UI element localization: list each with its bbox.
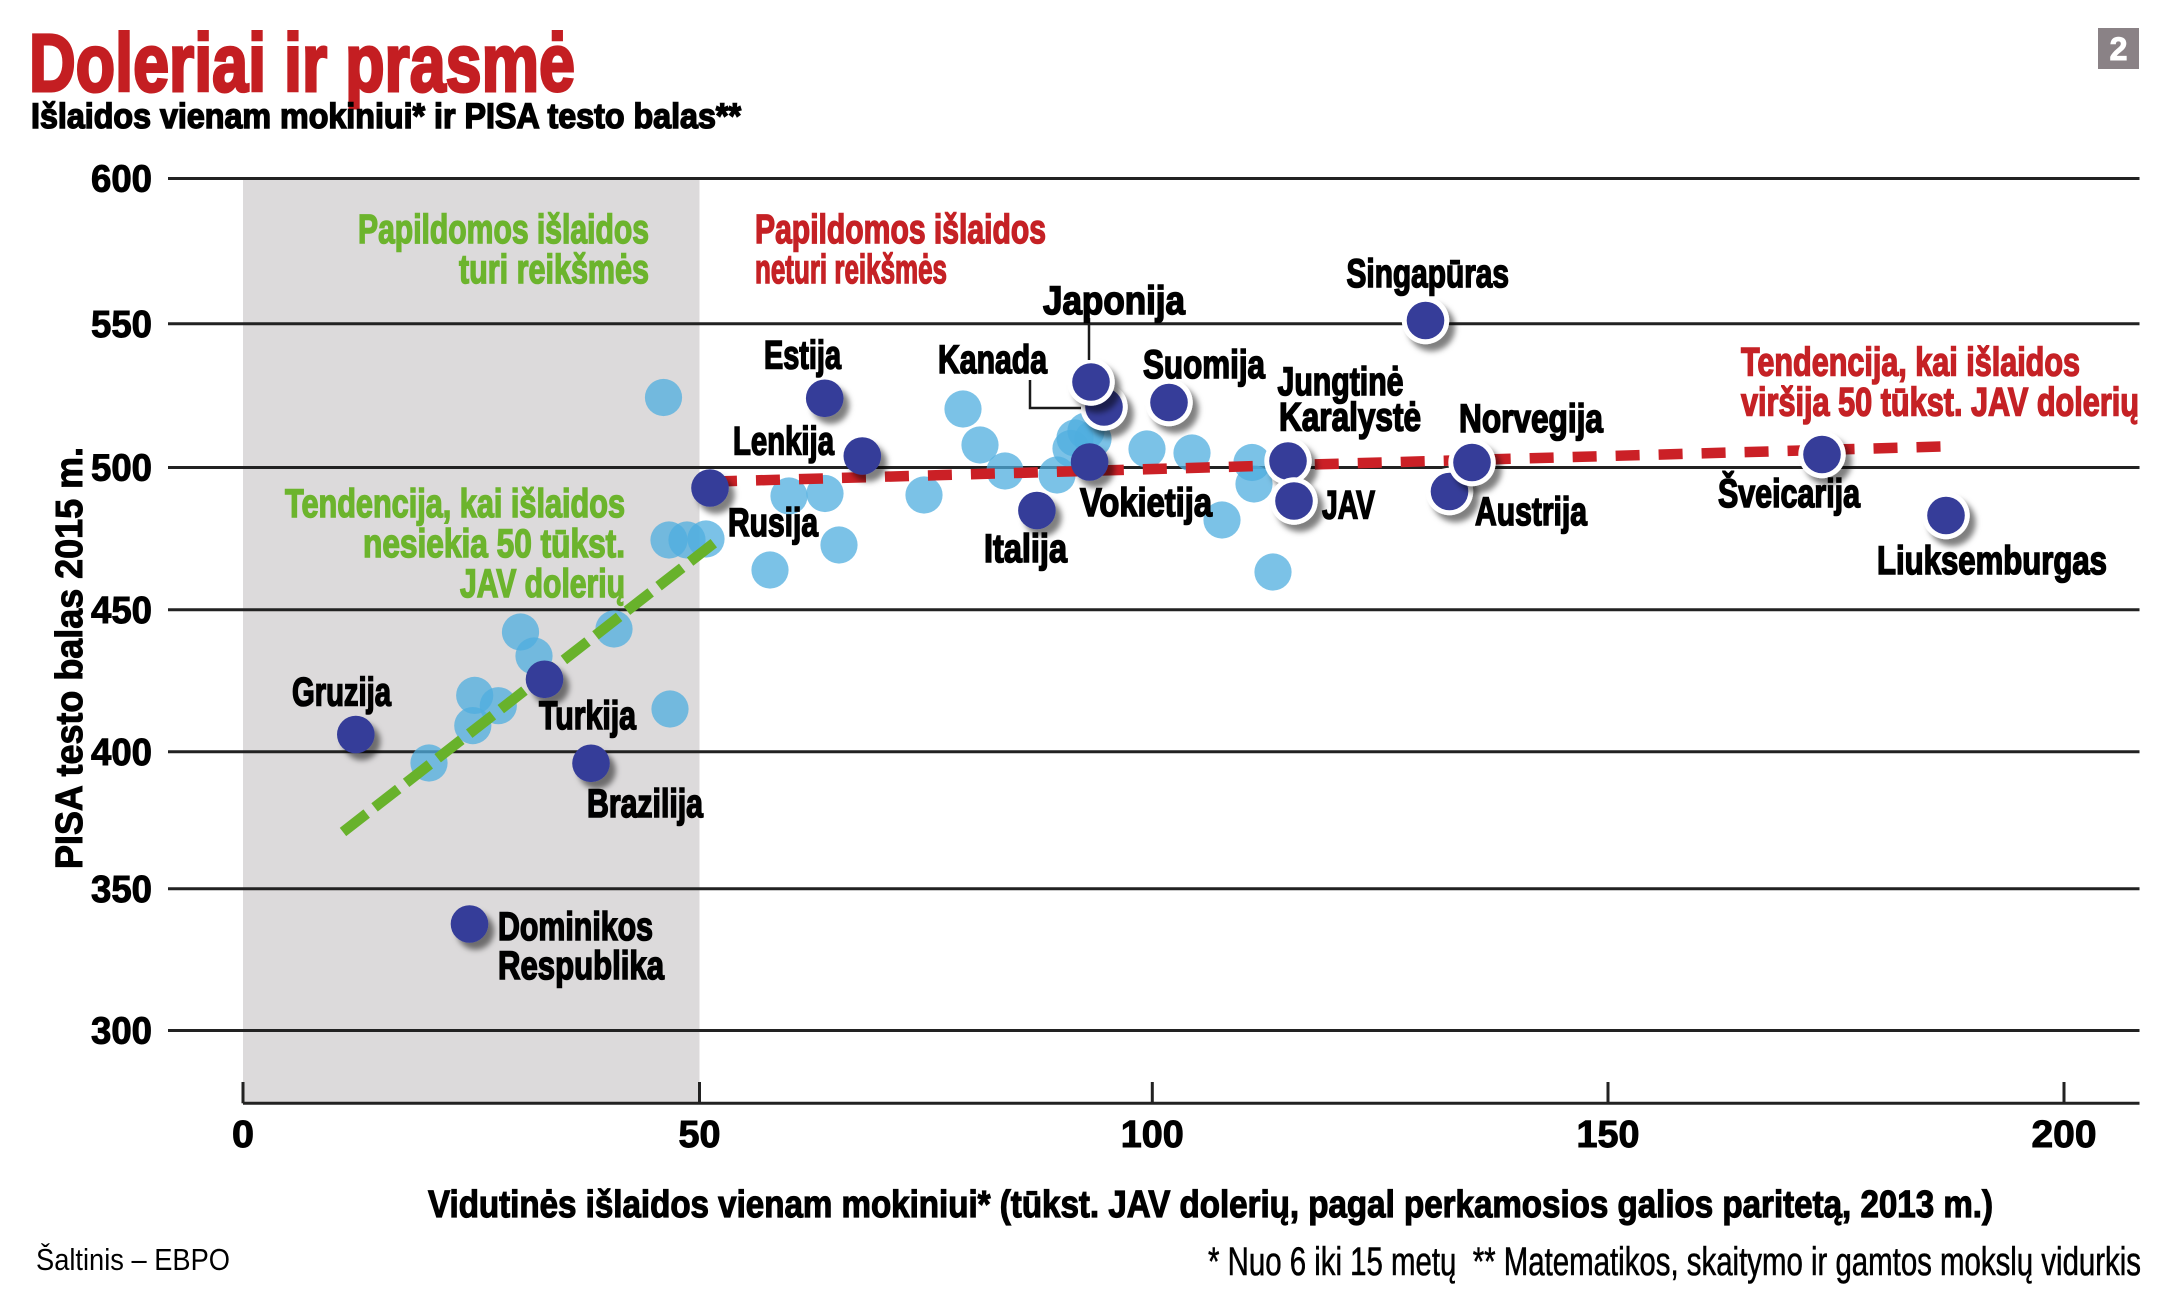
svg-text:JAV: JAV	[1322, 484, 1375, 528]
svg-text:Vokietija: Vokietija	[1080, 481, 1213, 525]
svg-text:Norvegija: Norvegija	[1459, 397, 1604, 441]
svg-text:400: 400	[91, 732, 152, 774]
svg-text:Išlaidos vienam mokiniui* ir P: Išlaidos vienam mokiniui* ir PISA testo …	[31, 97, 741, 136]
svg-text:JAV dolerių: JAV dolerių	[460, 562, 625, 606]
svg-text:Rusija: Rusija	[728, 501, 819, 545]
svg-text:Lenkija: Lenkija	[733, 420, 835, 464]
svg-text:0: 0	[232, 1114, 254, 1156]
svg-text:Estija: Estija	[764, 334, 842, 378]
svg-text:neturi reikšmės: neturi reikšmės	[755, 246, 947, 292]
svg-text:turi reikšmės: turi reikšmės	[459, 246, 649, 292]
svg-text:Turkija: Turkija	[539, 694, 637, 738]
svg-text:viršija 50 tūkst. JAV dolerių: viršija 50 tūkst. JAV dolerių	[1741, 381, 2139, 425]
svg-text:Tendencija, kai išlaidos: Tendencija, kai išlaidos	[1741, 341, 2080, 385]
svg-text:2: 2	[2110, 31, 2128, 67]
svg-text:150: 150	[1577, 1114, 1640, 1156]
svg-text:Respublika: Respublika	[498, 944, 665, 988]
svg-text:450: 450	[91, 590, 152, 632]
svg-text:Gruzija: Gruzija	[292, 671, 392, 715]
svg-text:Papildomos išlaidos: Papildomos išlaidos	[755, 206, 1046, 252]
svg-text:Dominikos: Dominikos	[498, 905, 653, 949]
svg-text:Kanada: Kanada	[938, 338, 1048, 382]
svg-text:100: 100	[1121, 1114, 1184, 1156]
svg-text:Singapūras: Singapūras	[1347, 252, 1510, 296]
svg-text:Vidutinės išlaidos vienam moki: Vidutinės išlaidos vienam mokiniui* (tūk…	[428, 1184, 1993, 1226]
svg-text:Papildomos išlaidos: Papildomos išlaidos	[358, 206, 649, 252]
svg-text:550: 550	[91, 304, 152, 346]
svg-text:200: 200	[2032, 1114, 2097, 1156]
svg-text:Jungtinė: Jungtinė	[1278, 360, 1404, 404]
svg-text:350: 350	[91, 869, 152, 911]
svg-text:300: 300	[91, 1011, 152, 1053]
svg-text:Šveicarija: Šveicarija	[1718, 470, 1861, 516]
svg-text:600: 600	[91, 159, 152, 201]
svg-text:nesiekia 50 tūkst.: nesiekia 50 tūkst.	[363, 522, 625, 566]
svg-text:Liuksemburgas: Liuksemburgas	[1877, 539, 2107, 583]
svg-text:Japonija: Japonija	[1043, 279, 1186, 323]
svg-text:Doleriai ir prasmė: Doleriai ir prasmė	[29, 18, 575, 109]
svg-text:Šaltinis – EBPO: Šaltinis – EBPO	[36, 1242, 230, 1277]
svg-text:50: 50	[679, 1114, 721, 1156]
svg-text:Italija: Italija	[984, 527, 1068, 571]
svg-text:500: 500	[91, 448, 152, 490]
svg-text:Karalystė: Karalystė	[1279, 396, 1421, 440]
svg-text:Brazilija: Brazilija	[587, 782, 704, 826]
svg-text:PISA testo balas 2015 m.: PISA testo balas 2015 m.	[49, 447, 91, 869]
svg-text:Austrija: Austrija	[1475, 490, 1588, 534]
svg-text:Suomija: Suomija	[1143, 343, 1266, 387]
svg-text:Tendencija, kai išlaidos: Tendencija, kai išlaidos	[285, 482, 625, 526]
svg-text:* Nuo 6 iki 15 metų ** Matema: * Nuo 6 iki 15 metų ** Matematikos, skai…	[1208, 1240, 2141, 1284]
